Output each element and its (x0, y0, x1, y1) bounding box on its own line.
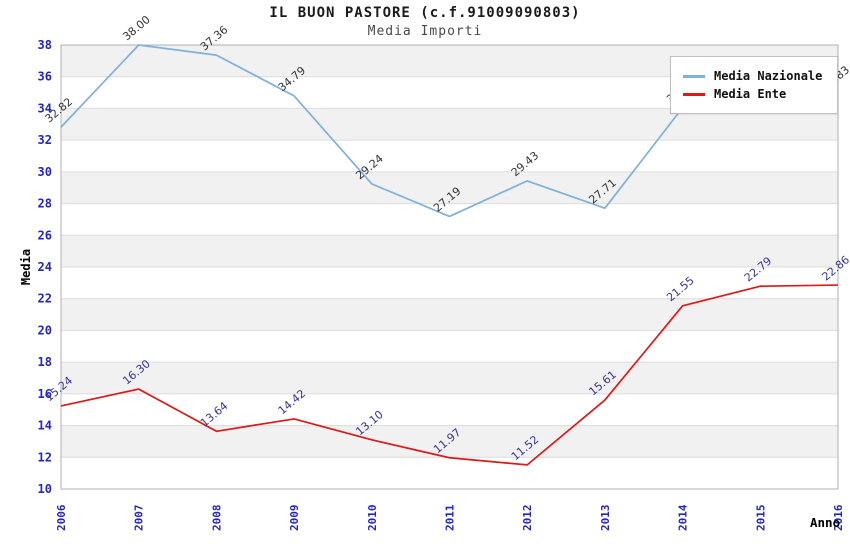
x-tick-label: 2012 (521, 505, 534, 532)
y-tick-label: 22 (38, 292, 52, 306)
grid-band (61, 171, 838, 204)
legend: Media Nazionale Media Ente (670, 56, 838, 114)
point-label: 38.00 (120, 13, 152, 43)
y-tick-label: 30 (38, 165, 52, 179)
legend-label-media-ente: Media Ente (714, 87, 787, 101)
y-tick-label: 24 (38, 260, 52, 274)
y-tick-label: 34 (38, 101, 52, 115)
grid-band (61, 235, 838, 267)
y-tick-label: 20 (38, 323, 52, 337)
y-tick-label: 16 (38, 387, 52, 401)
x-tick-label: 2013 (599, 505, 612, 532)
y-tick-label: 28 (38, 197, 52, 211)
legend-label-media-nazionale: Media Nazionale (714, 69, 823, 83)
legend-swatch-media-ente (683, 92, 705, 96)
chart-subtitle: Media Importi (367, 24, 483, 39)
y-tick-label: 10 (38, 482, 52, 496)
x-tick-label: 2015 (754, 505, 767, 532)
y-tick-label: 32 (38, 133, 52, 147)
y-tick-label: 36 (38, 70, 52, 84)
x-tick-label: 2010 (366, 505, 379, 532)
x-tick-label: 2008 (210, 505, 223, 532)
y-tick-label: 38 (38, 38, 52, 52)
x-axis-title: Anno (810, 515, 840, 530)
grid-band (61, 362, 838, 394)
plot-border (60, 44, 839, 490)
y-tick-label: 18 (38, 355, 52, 369)
x-tick-label: 2007 (133, 505, 146, 532)
legend-item-media-ente: Media Ente (683, 86, 837, 102)
y-tick-label: 26 (38, 228, 52, 242)
series-line-media-ente (60, 284, 839, 466)
x-tick-label: 2016 (832, 504, 845, 531)
grid-band (61, 298, 838, 331)
x-tick-label: 2009 (288, 505, 301, 532)
chart-title: IL BUON PASTORE (c.f.91009090803) (269, 5, 581, 21)
x-tick-label: 2006 (55, 504, 68, 531)
y-tick-label: 14 (38, 419, 52, 433)
point-label: 13.64 (198, 399, 230, 429)
x-tick-label: 2014 (677, 504, 690, 531)
y-axis-title: Media (19, 249, 33, 285)
x-tick-label: 2011 (444, 504, 457, 531)
y-tick-label: 12 (38, 450, 52, 464)
legend-item-media-nazionale: Media Nazionale (683, 68, 837, 84)
grid-band (61, 425, 838, 458)
legend-swatch-media-nazionale (683, 74, 705, 78)
